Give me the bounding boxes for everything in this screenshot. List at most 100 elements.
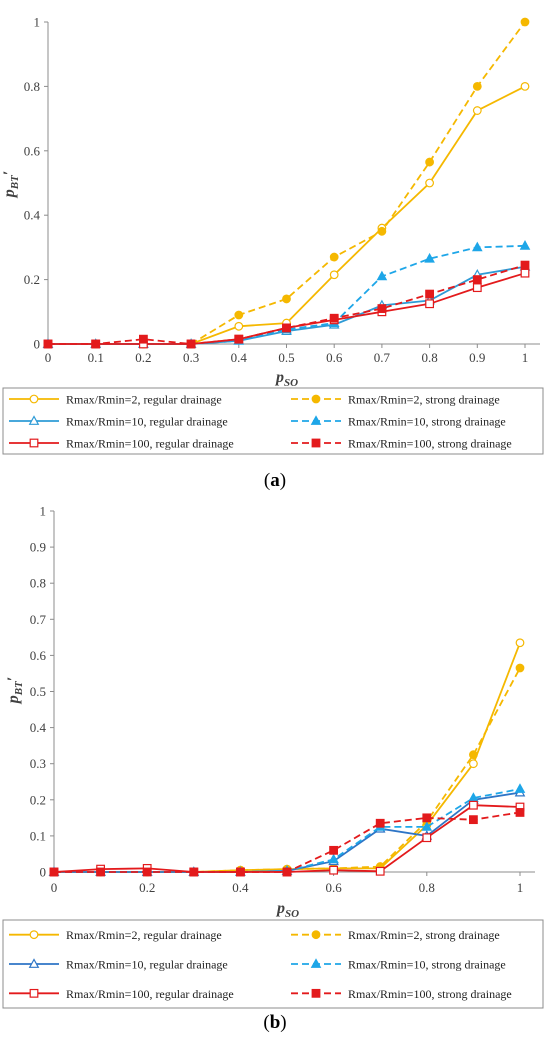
legend-item: Rmax/Rmin=100, regular drainage — [9, 987, 234, 1001]
legend-marker — [29, 988, 39, 998]
panel-label-letter: a — [270, 470, 280, 491]
series-4 — [48, 783, 526, 876]
data-point — [234, 321, 244, 331]
chart-panel-b: 0 0.1 0.2 0.3 0.4 0.5 0.6 0.7 0.8 0.9 1 0 0.2 0.4 0.6 0… — [2, 504, 544, 1033]
x-tick-label: 0 — [45, 350, 52, 365]
y-tick-label: 0.8 — [24, 79, 40, 94]
series-line — [54, 788, 521, 873]
data-point — [515, 663, 525, 673]
legend-marker — [311, 930, 321, 940]
y-axis-label-subscript: BT — [9, 174, 21, 190]
y-axis-label: pBT′ — [1, 171, 21, 200]
series-line — [54, 791, 521, 873]
y-tick-label: 0.7 — [30, 612, 47, 627]
legend-label: Rmax/Rmin=100, strong drainage — [348, 437, 512, 451]
x-tick-label: 0.1 — [88, 350, 104, 365]
data-point — [377, 226, 387, 236]
y-tick-label: 0.4 — [24, 208, 41, 223]
data-point — [424, 252, 435, 263]
series-6 — [49, 808, 525, 877]
y-tick-label: 0.6 — [30, 648, 47, 663]
y-axis-label-prime: ′ — [1, 171, 18, 176]
legend-label: Rmax/Rmin=100, strong drainage — [348, 987, 512, 1001]
data-point — [471, 241, 483, 252]
data-point — [469, 750, 478, 760]
x-tick-label: 0.3 — [183, 350, 199, 365]
legend-label: Rmax/Rmin=10, regular drainage — [66, 958, 228, 972]
legend-box — [2, 387, 544, 455]
panel-label: (b) — [263, 1012, 286, 1033]
x-axis-label-subscript: SO — [285, 908, 299, 920]
data-point — [425, 178, 435, 188]
x-tick-label: 0.5 — [278, 350, 294, 365]
data-point — [515, 638, 525, 648]
x-tick-label: 0.4 — [232, 880, 249, 895]
y-axis-label: pBT′ — [5, 677, 25, 706]
x-tick-label: 0.2 — [135, 350, 151, 365]
legend-label: Rmax/Rmin=2, regular drainage — [66, 928, 222, 942]
data-point — [520, 81, 530, 91]
x-tick-label: 0.8 — [421, 350, 437, 365]
data-point — [282, 323, 291, 333]
data-point — [329, 270, 339, 280]
y-tick-label: 0.2 — [30, 792, 46, 807]
x-tick-label: 0.7 — [374, 350, 391, 365]
legend-label: Rmax/Rmin=10, strong drainage — [348, 958, 506, 972]
legend-marker — [29, 394, 39, 404]
legend-item: Rmax/Rmin=2, strong drainage — [291, 928, 500, 942]
panel-label: (a) — [264, 470, 286, 491]
data-point — [139, 334, 148, 344]
legend-marker — [311, 988, 321, 998]
data-point — [469, 815, 478, 825]
data-point — [472, 283, 482, 293]
data-point — [43, 339, 53, 349]
legend-label: Rmax/Rmin=100, regular drainage — [66, 987, 234, 1001]
y-tick-label: 0.5 — [30, 684, 46, 699]
legend-item: Rmax/Rmin=10, regular drainage — [9, 415, 228, 429]
y-tick-label: 0.9 — [30, 540, 46, 555]
y-axis-label-main: p — [5, 695, 22, 705]
series-6 — [43, 260, 530, 349]
legend-label: Rmax/Rmin=100, regular drainage — [66, 437, 234, 451]
panel-label-paren-open: ( — [264, 470, 270, 491]
data-point — [472, 81, 482, 91]
data-point — [469, 800, 478, 810]
x-axis-label: pSO — [274, 369, 298, 389]
legend-item: Rmax/Rmin=2, regular drainage — [9, 928, 222, 942]
data-point — [49, 867, 59, 877]
data-point — [375, 818, 385, 828]
data-point — [472, 106, 482, 115]
y-tick-label: 0.3 — [30, 756, 46, 771]
data-point — [422, 813, 432, 823]
data-point — [329, 252, 339, 262]
series-line — [48, 264, 526, 345]
data-point — [425, 299, 434, 309]
legend-box — [2, 919, 544, 1009]
data-point — [422, 833, 432, 843]
data-point — [328, 853, 339, 864]
series-line — [54, 642, 521, 873]
legend-item: Rmax/Rmin=10, regular drainage — [9, 958, 228, 972]
y-tick-label: 1 — [34, 15, 41, 30]
data-point — [519, 240, 531, 250]
data-point — [234, 310, 244, 320]
legend-marker — [29, 930, 39, 940]
series-1 — [49, 638, 525, 877]
data-point — [469, 759, 478, 769]
x-tick-label: 0.6 — [325, 880, 342, 895]
x-tick-label: 0.9 — [469, 350, 485, 365]
y-tick-label: 1 — [40, 504, 47, 519]
legend: Rmax/Rmin=2, regular drainage Rmax/Rmin=2… — [2, 387, 544, 455]
series-1 — [43, 81, 530, 349]
legend-item: Rmax/Rmin=100, regular drainage — [9, 437, 234, 451]
y-tick-label: 0.4 — [30, 720, 47, 735]
panel-label-letter: b — [270, 1012, 281, 1033]
data-point — [375, 866, 385, 876]
data-point — [236, 867, 245, 877]
chart-panel-a: 0 0.2 0.4 0.6 0.8 1 0 0.1 0.2 0.3 0.4 0.5 0.6 0.7 0.8 0… — [1, 15, 544, 491]
y-axis-label-prime: ′ — [5, 677, 22, 682]
series-2 — [43, 17, 530, 349]
legend-item: Rmax/Rmin=2, strong drainage — [291, 393, 500, 407]
legend-item: Rmax/Rmin=10, strong drainage — [291, 415, 506, 429]
